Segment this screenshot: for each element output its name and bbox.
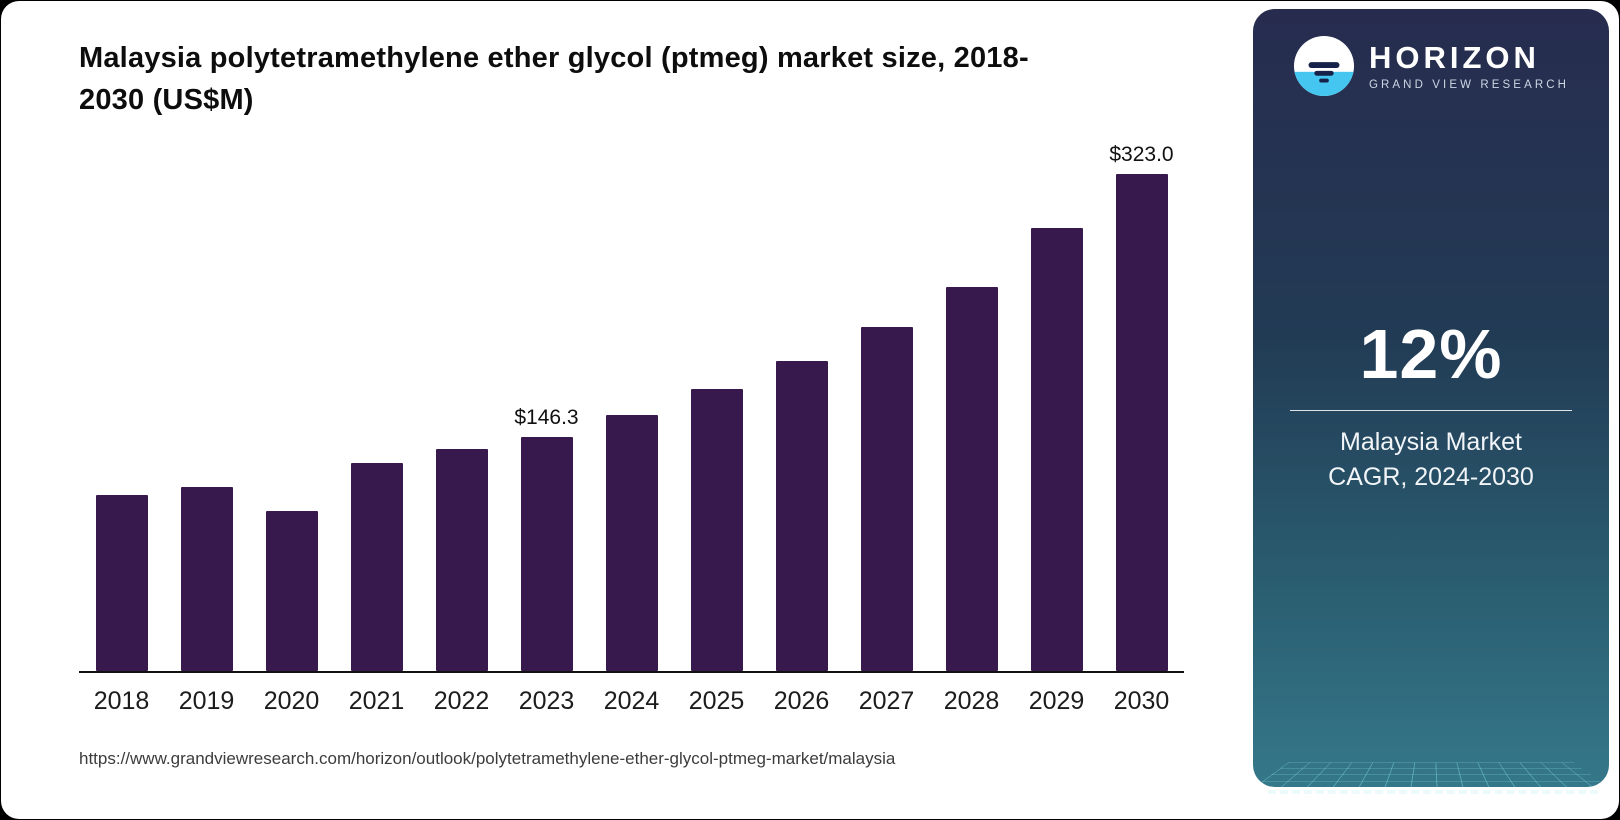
- x-axis-label: 2022: [433, 687, 490, 715]
- bar-column: [334, 143, 419, 671]
- x-axis-label: 2030: [1113, 687, 1170, 715]
- bar: [1030, 227, 1083, 671]
- x-axis-label: 2028: [943, 687, 1000, 715]
- bar-column: [844, 143, 929, 671]
- bar-column: [164, 143, 249, 671]
- stat-block: 12% Malaysia Market CAGR, 2024-2030: [1253, 314, 1609, 494]
- stat-label-line2: CAGR, 2024-2030: [1328, 462, 1534, 491]
- source-url: https://www.grandviewresearch.com/horizo…: [79, 749, 896, 768]
- x-axis-label: 2018: [93, 687, 150, 715]
- stat-label-line1: Malaysia Market: [1340, 428, 1522, 456]
- brand-name: HORIZON: [1368, 39, 1540, 75]
- stat-divider: [1290, 410, 1572, 411]
- bar-column: [674, 143, 759, 671]
- bar: [690, 389, 743, 671]
- bar: [860, 327, 913, 671]
- bar: [775, 360, 828, 671]
- bar-column: [929, 143, 1014, 671]
- bar-column: [79, 143, 164, 671]
- x-axis-label: 2026: [773, 687, 830, 715]
- bar-column: $146.3: [504, 143, 589, 671]
- bar-value-label: $146.3: [514, 405, 579, 429]
- bar: [180, 487, 233, 671]
- chart-title: Malaysia polytetramethylene ether glycol…: [79, 42, 1029, 117]
- bar: [945, 287, 998, 671]
- bar: [605, 415, 658, 671]
- x-axis-label: 2019: [178, 687, 235, 715]
- x-axis-label: 2023: [518, 687, 575, 715]
- x-axis-label: 2021: [348, 687, 405, 715]
- bar: [265, 511, 318, 671]
- bar-column: [419, 143, 504, 671]
- bar-chart: $146.3 $323.0: [79, 143, 1184, 673]
- bar-column: [759, 143, 844, 671]
- stat-value: 12%: [1359, 315, 1503, 393]
- bar-column: [589, 143, 674, 671]
- wireframe-grid-wrap: [1253, 637, 1609, 787]
- wireframe-grid: [1253, 762, 1609, 787]
- horizon-logo: HORIZON GRAND VIEW RESEARCH: [1253, 35, 1609, 97]
- brand-subtitle: GRAND VIEW RESEARCH: [1368, 79, 1570, 92]
- bar: [95, 495, 148, 671]
- bottom-dashed-line: [1268, 790, 1598, 794]
- bar: [435, 448, 488, 671]
- bar: [1115, 174, 1168, 671]
- x-axis-label: 2027: [858, 687, 915, 715]
- x-axis-label: 2025: [688, 687, 745, 715]
- bar-column: [1014, 143, 1099, 671]
- bar: [350, 463, 403, 671]
- side-panel: HORIZON GRAND VIEW RESEARCH 12% Malaysia…: [1253, 9, 1609, 787]
- brand-text: HORIZON GRAND VIEW RESEARCH: [1368, 39, 1570, 92]
- x-axis: 2018 2019 2020 2021 2022 2023 2024 2025 2026 2027…: [79, 687, 1184, 716]
- bar-value-label: $323.0: [1109, 143, 1174, 166]
- horizon-logo-icon: [1293, 35, 1354, 97]
- bar-column: $323.0: [1099, 143, 1184, 671]
- x-axis-label: 2024: [603, 687, 660, 715]
- x-axis-label: 2020: [263, 687, 320, 715]
- bar: [520, 436, 573, 671]
- x-axis-label: 2029: [1028, 687, 1085, 715]
- bar-column: [249, 143, 334, 671]
